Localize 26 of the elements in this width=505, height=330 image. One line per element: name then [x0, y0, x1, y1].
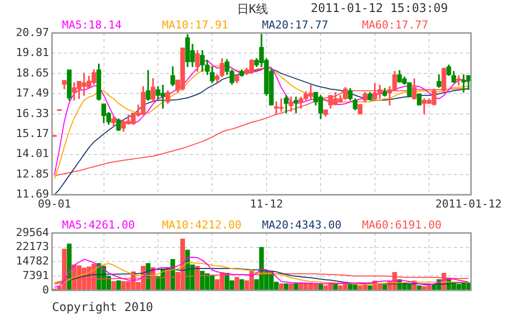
chart-title: 日K线 — [236, 2, 268, 16]
x-tick-label: 2011-01-12 — [435, 197, 502, 210]
text: Copyright 2010 — [51, 300, 154, 316]
y-tick-label: 14.01 — [16, 147, 49, 160]
y-tick-label: 12.85 — [16, 167, 49, 180]
y-tick-label: 29564 — [16, 226, 50, 239]
y-tick-label: 15.17 — [16, 126, 49, 140]
y-tick-label: 22173 — [16, 240, 49, 254]
y-tick-label: 20.97 — [16, 26, 49, 39]
y-tick-label: 18.65 — [16, 66, 49, 80]
y-tick-label: 14782 — [16, 254, 49, 268]
y-tick-label: 17.49 — [16, 86, 49, 100]
text: MA10:17.91 — [162, 18, 228, 32]
y-tick-label: 0 — [42, 283, 49, 296]
text: MA20:17.77 — [262, 18, 328, 32]
text: 2011-01-12 15:03:09 — [310, 1, 448, 15]
y-tick-label: 7391 — [22, 268, 49, 282]
text: MA20:4343.00 — [262, 218, 342, 232]
text: MA10:4212.00 — [162, 218, 242, 232]
x-tick-label: 11-12 — [250, 197, 283, 210]
y-tick-label: 19.81 — [16, 46, 49, 60]
text: MA60:6191.00 — [362, 218, 442, 232]
text: MA5:4261.00 — [62, 218, 135, 232]
y-tick-label: 16.33 — [16, 106, 49, 120]
text: MA5:18.14 — [62, 18, 122, 32]
text: MA60:17.77 — [362, 18, 428, 32]
